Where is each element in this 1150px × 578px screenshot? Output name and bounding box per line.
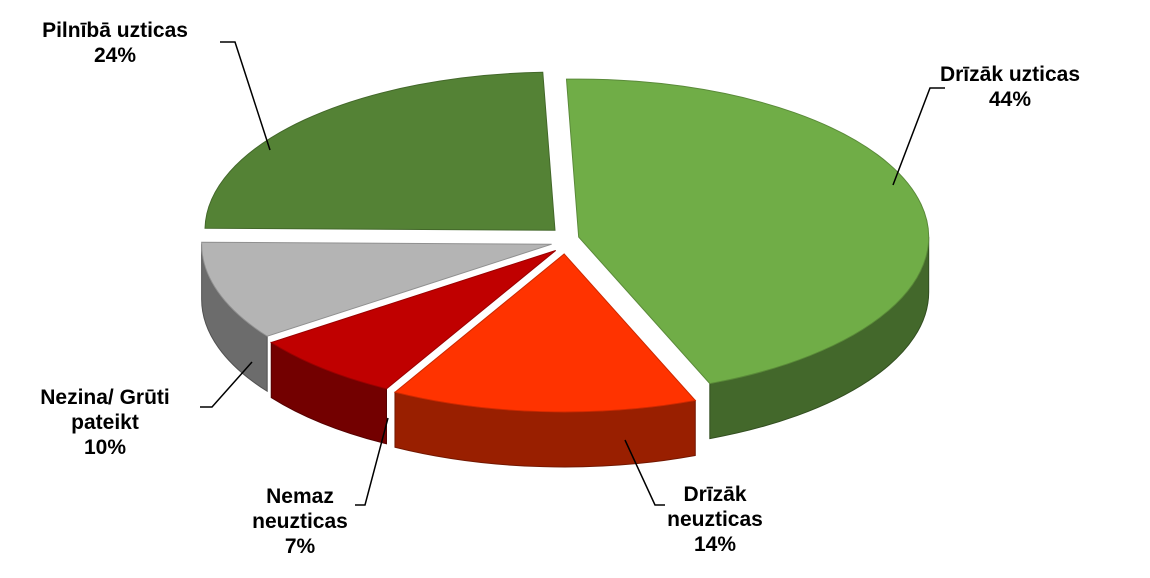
category-label: Nezina/ Grūti pateikt [40, 386, 170, 434]
leader-line [355, 417, 389, 506]
data-label: Drīzāk uzticas 44% [910, 62, 1110, 112]
value-label: 14% [693, 533, 737, 556]
slice [201, 241, 552, 337]
data-label: Drīzāk neuzticas 14% [645, 482, 785, 557]
value-label: 10% [83, 436, 127, 459]
value-label: 44% [988, 88, 1032, 111]
leader-line [220, 41, 271, 151]
value-label: 7% [284, 535, 316, 558]
slice [270, 249, 557, 390]
slice [565, 78, 930, 385]
category-label: Pilnībā uzticas [42, 19, 188, 42]
category-label: Drīzāk neuzticas [667, 483, 763, 531]
category-label: Drīzāk uzticas [939, 63, 1081, 86]
data-label: Nemaz neuzticas 7% [235, 484, 365, 559]
value-label: 24% [93, 44, 137, 67]
slice [204, 71, 556, 231]
leader-line [200, 361, 253, 408]
data-label: Nezina/ Grūti pateikt 10% [10, 385, 200, 460]
leader-line [624, 439, 665, 506]
data-label: Pilnībā uzticas 24% [5, 18, 225, 68]
slice [393, 253, 697, 413]
leader-line [892, 87, 945, 186]
category-label: Nemaz neuzticas [252, 485, 348, 533]
